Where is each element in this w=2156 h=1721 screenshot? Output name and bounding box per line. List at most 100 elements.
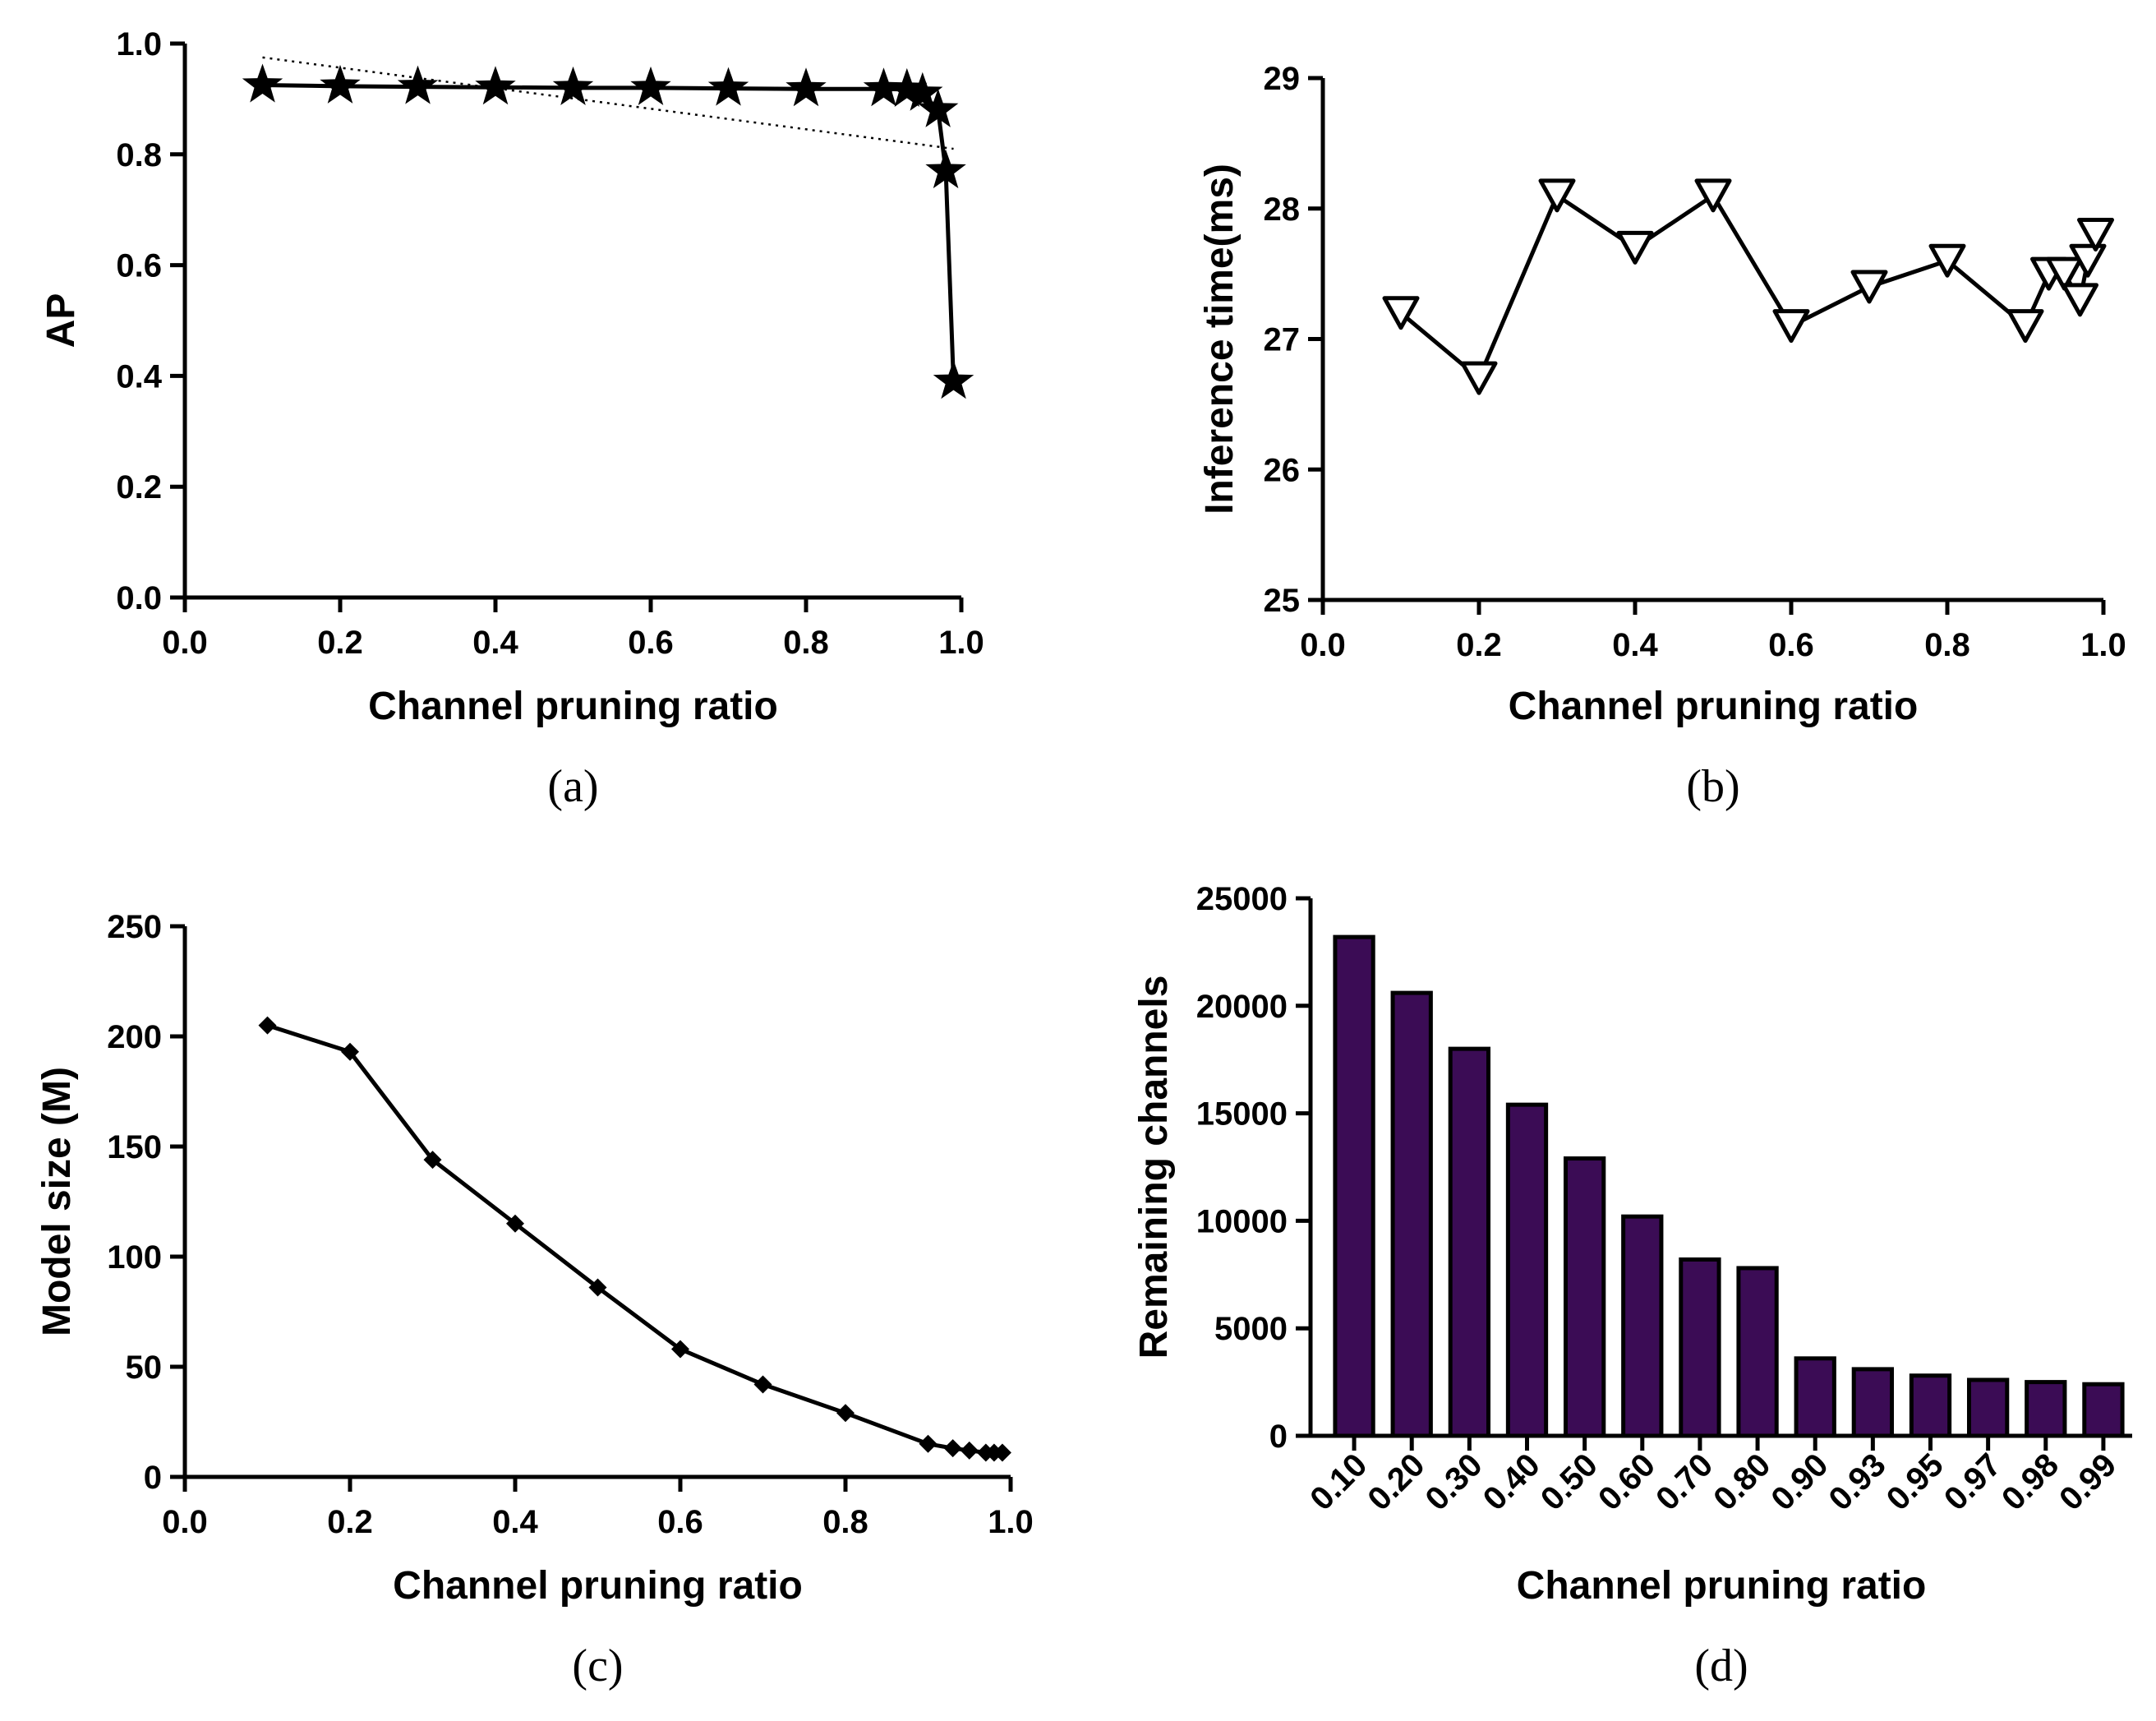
data-point-diamond <box>993 1443 1011 1462</box>
x-tick-label: 0.80 <box>1707 1446 1777 1517</box>
x-axis-title: Channel pruning ratio <box>368 685 778 728</box>
data-point-diamond <box>341 1042 359 1061</box>
data-point-star <box>785 67 827 107</box>
y-tick-label: 0.4 <box>116 358 162 394</box>
data-point-triangle <box>2077 218 2114 251</box>
data-point-triangle <box>2062 283 2098 317</box>
data-point-star <box>397 65 439 104</box>
bar <box>1794 1356 1836 1438</box>
bar <box>2082 1382 2125 1438</box>
chart-a: 0.0 0.2 0.4 0.6 0.8 1.0 0.0 0.2 0.4 0.6 0.8 1.0 Chan… <box>39 26 984 812</box>
data-point-triangle <box>1460 361 1498 395</box>
bar <box>1736 1266 1779 1438</box>
y-tick-label: 10000 <box>1196 1203 1288 1239</box>
panel-label: (b) <box>1686 761 1739 812</box>
x-tick-label: 0.4 <box>492 1504 538 1540</box>
x-axis-title: Channel pruning ratio <box>1517 1564 1927 1608</box>
data-point-triangle <box>2046 256 2083 291</box>
x-tick-label: 0.50 <box>1534 1446 1605 1517</box>
x-tick-label: 0.0 <box>162 1504 208 1540</box>
data-point-triangle <box>1616 230 1654 265</box>
data-point-diamond <box>506 1214 524 1233</box>
data-point-star <box>475 66 516 105</box>
data-point-triangle <box>2006 309 2044 344</box>
x-tick-label: 0.20 <box>1361 1446 1431 1517</box>
bar <box>2025 1380 2067 1438</box>
y-tick-label: 150 <box>107 1129 162 1165</box>
y-tick-label: 27 <box>1264 322 1301 358</box>
x-tick-label: 0.0 <box>162 625 208 661</box>
x-tick-label: 0.8 <box>1924 627 1970 663</box>
y-tick-label: 250 <box>107 909 162 945</box>
x-tick-label: 0.93 <box>1822 1446 1893 1517</box>
x-axis-title: Channel pruning ratio <box>1509 685 1919 728</box>
data-point-diamond <box>588 1278 607 1297</box>
y-tick-label: 0.6 <box>116 248 162 284</box>
x-tick-label: 0.4 <box>1612 627 1658 663</box>
x-tick-label: 0.97 <box>1937 1446 2008 1517</box>
panel-label: (a) <box>547 761 598 812</box>
data-point-star <box>707 67 749 106</box>
x-tick-label: 0.2 <box>317 625 363 661</box>
y-tick-label: 29 <box>1264 61 1301 97</box>
y-tick-label: 25 <box>1264 583 1301 619</box>
y-tick-label: 15000 <box>1196 1096 1288 1133</box>
data-point-triangle <box>1928 243 1966 278</box>
bar <box>1505 1102 1549 1438</box>
data-point-diamond <box>943 1439 962 1458</box>
data-point-triangle <box>1538 178 1576 213</box>
data-point-star <box>630 66 671 105</box>
x-tick-label: 0.10 <box>1303 1446 1374 1517</box>
x-tick-label: 0.30 <box>1419 1446 1490 1517</box>
bar <box>1909 1373 1952 1438</box>
y-tick-label: 0 <box>144 1460 162 1496</box>
x-tick-label: 0.40 <box>1476 1446 1547 1517</box>
series-line <box>266 1023 1002 1455</box>
x-tick-label: 0.6 <box>628 625 674 661</box>
data-point-star <box>925 150 966 189</box>
data-point-star <box>552 66 594 105</box>
x-tick-label: 0.6 <box>1768 627 1814 663</box>
x-tick-label: 0.2 <box>327 1504 373 1540</box>
y-tick-label: 26 <box>1264 452 1301 488</box>
data-point-diamond <box>919 1434 937 1453</box>
x-tick-label: 1.0 <box>938 625 984 661</box>
data-point-triangle <box>1382 296 1420 330</box>
x-tick-label: 0.90 <box>1764 1446 1835 1517</box>
x-tick-label: 0.98 <box>1995 1446 2066 1517</box>
data-point-star <box>863 67 905 107</box>
bar <box>1679 1257 1721 1438</box>
x-tick-label: 0.70 <box>1649 1446 1720 1517</box>
y-axis-title: Remaining channels <box>1132 976 1176 1359</box>
x-tick-label: 0.95 <box>1880 1446 1951 1517</box>
bar <box>1390 990 1433 1438</box>
bar <box>1333 934 1375 1438</box>
y-tick-label: 28 <box>1264 191 1301 228</box>
x-tick-label: 0.8 <box>783 625 829 661</box>
y-axis-title: AP <box>39 293 83 348</box>
y-tick-label: 100 <box>107 1239 162 1276</box>
y-tick-label: 50 <box>126 1350 163 1386</box>
y-tick-label: 0.2 <box>116 469 162 505</box>
data-point-star <box>242 63 283 103</box>
data-point-star <box>320 64 361 104</box>
x-tick-label: 0.2 <box>1456 627 1502 663</box>
data-point-diamond <box>423 1151 442 1170</box>
data-point-diamond <box>836 1404 855 1423</box>
panel-label: (c) <box>572 1640 623 1691</box>
series-line <box>262 83 956 382</box>
y-tick-label: 25000 <box>1196 881 1288 917</box>
bar <box>1966 1377 2010 1438</box>
bar <box>1563 1156 1606 1438</box>
data-point-triangle <box>1850 270 1888 304</box>
y-tick-label: 200 <box>107 1019 162 1055</box>
y-tick-label: 0.0 <box>116 580 162 616</box>
y-tick-label: 0.8 <box>116 137 162 173</box>
data-point-star <box>902 72 943 111</box>
bar <box>1621 1214 1664 1438</box>
data-point-star <box>917 88 959 127</box>
data-point-star <box>933 360 974 399</box>
x-tick-label: 0.4 <box>472 625 518 661</box>
x-axis-title: Channel pruning ratio <box>393 1564 803 1608</box>
